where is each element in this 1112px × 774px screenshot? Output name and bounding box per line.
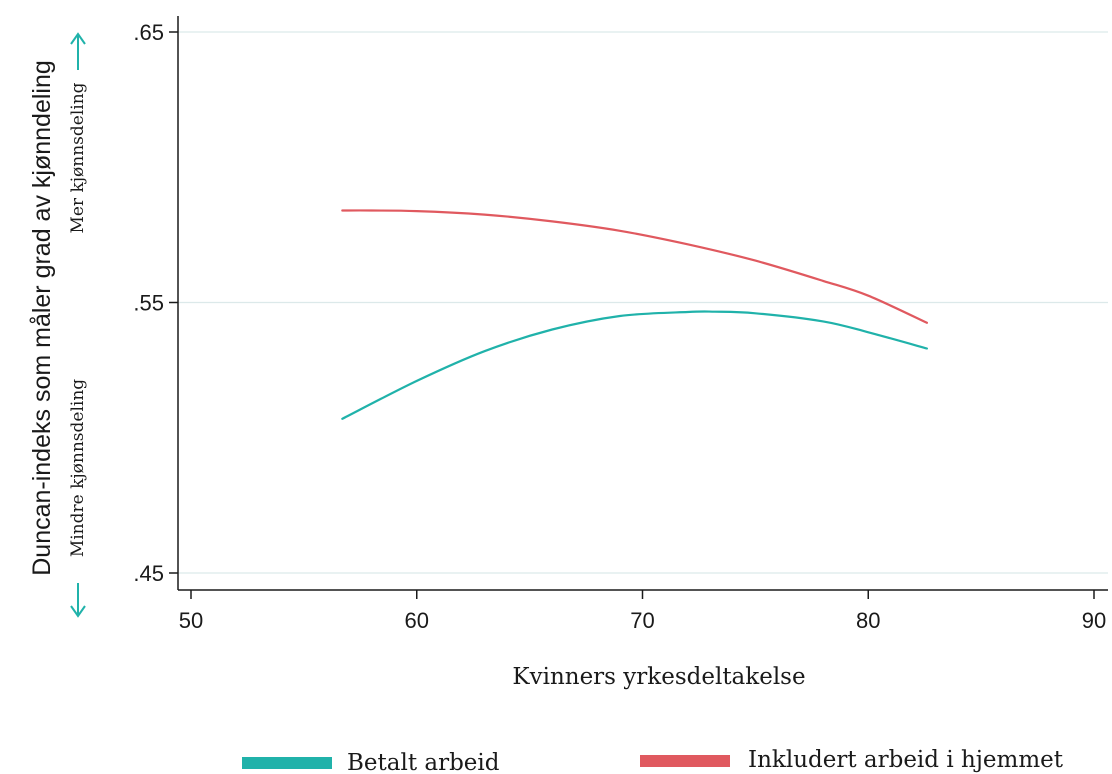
legend: Betalt arbeid Inkludert arbeid i hjemmet [242, 747, 1064, 774]
series-line-0 [341, 310, 928, 420]
less-segregation-annotation: Mindre kjønnsdeling [68, 379, 88, 618]
x-axis-title: Kvinners yrkesdeltakelse [512, 664, 805, 690]
legend-label-1: Inkludert arbeid i hjemmet [748, 747, 1064, 773]
legend-swatch-1 [640, 755, 730, 767]
legend-item-1: Inkludert arbeid i hjemmet [640, 747, 1064, 773]
y-tick-label-0: .45 [133, 561, 164, 586]
y-axis-title: Duncan-indeks som måler grad av kjønndel… [28, 60, 56, 576]
series [341, 209, 928, 420]
legend-label-0: Betalt arbeid [347, 750, 500, 774]
x-ticks: 50 60 70 80 90 [179, 590, 1106, 633]
x-tick-label-0: 50 [179, 608, 203, 633]
y-ticks: .45 .55 .65 [133, 20, 178, 586]
x-tick-label-3: 80 [856, 608, 880, 633]
less-segregation-label: Mindre kjønnsdeling [68, 379, 88, 557]
x-tick-label-1: 60 [405, 608, 429, 633]
grid-lines [178, 31, 1108, 574]
y-tick-label-2: .65 [133, 20, 164, 45]
series-line-1 [341, 209, 928, 324]
up-arrow-icon [70, 32, 86, 70]
x-tick-label-2: 70 [630, 608, 654, 633]
y-tick-label-1: .55 [133, 291, 164, 316]
legend-swatch-0 [242, 757, 332, 769]
legend-item-0: Betalt arbeid [242, 750, 500, 774]
down-arrow-icon [70, 583, 86, 618]
more-segregation-annotation: Mer kjønnsdeling [68, 32, 88, 234]
x-tick-label-4: 90 [1082, 608, 1106, 633]
more-segregation-label: Mer kjønnsdeling [68, 82, 88, 233]
